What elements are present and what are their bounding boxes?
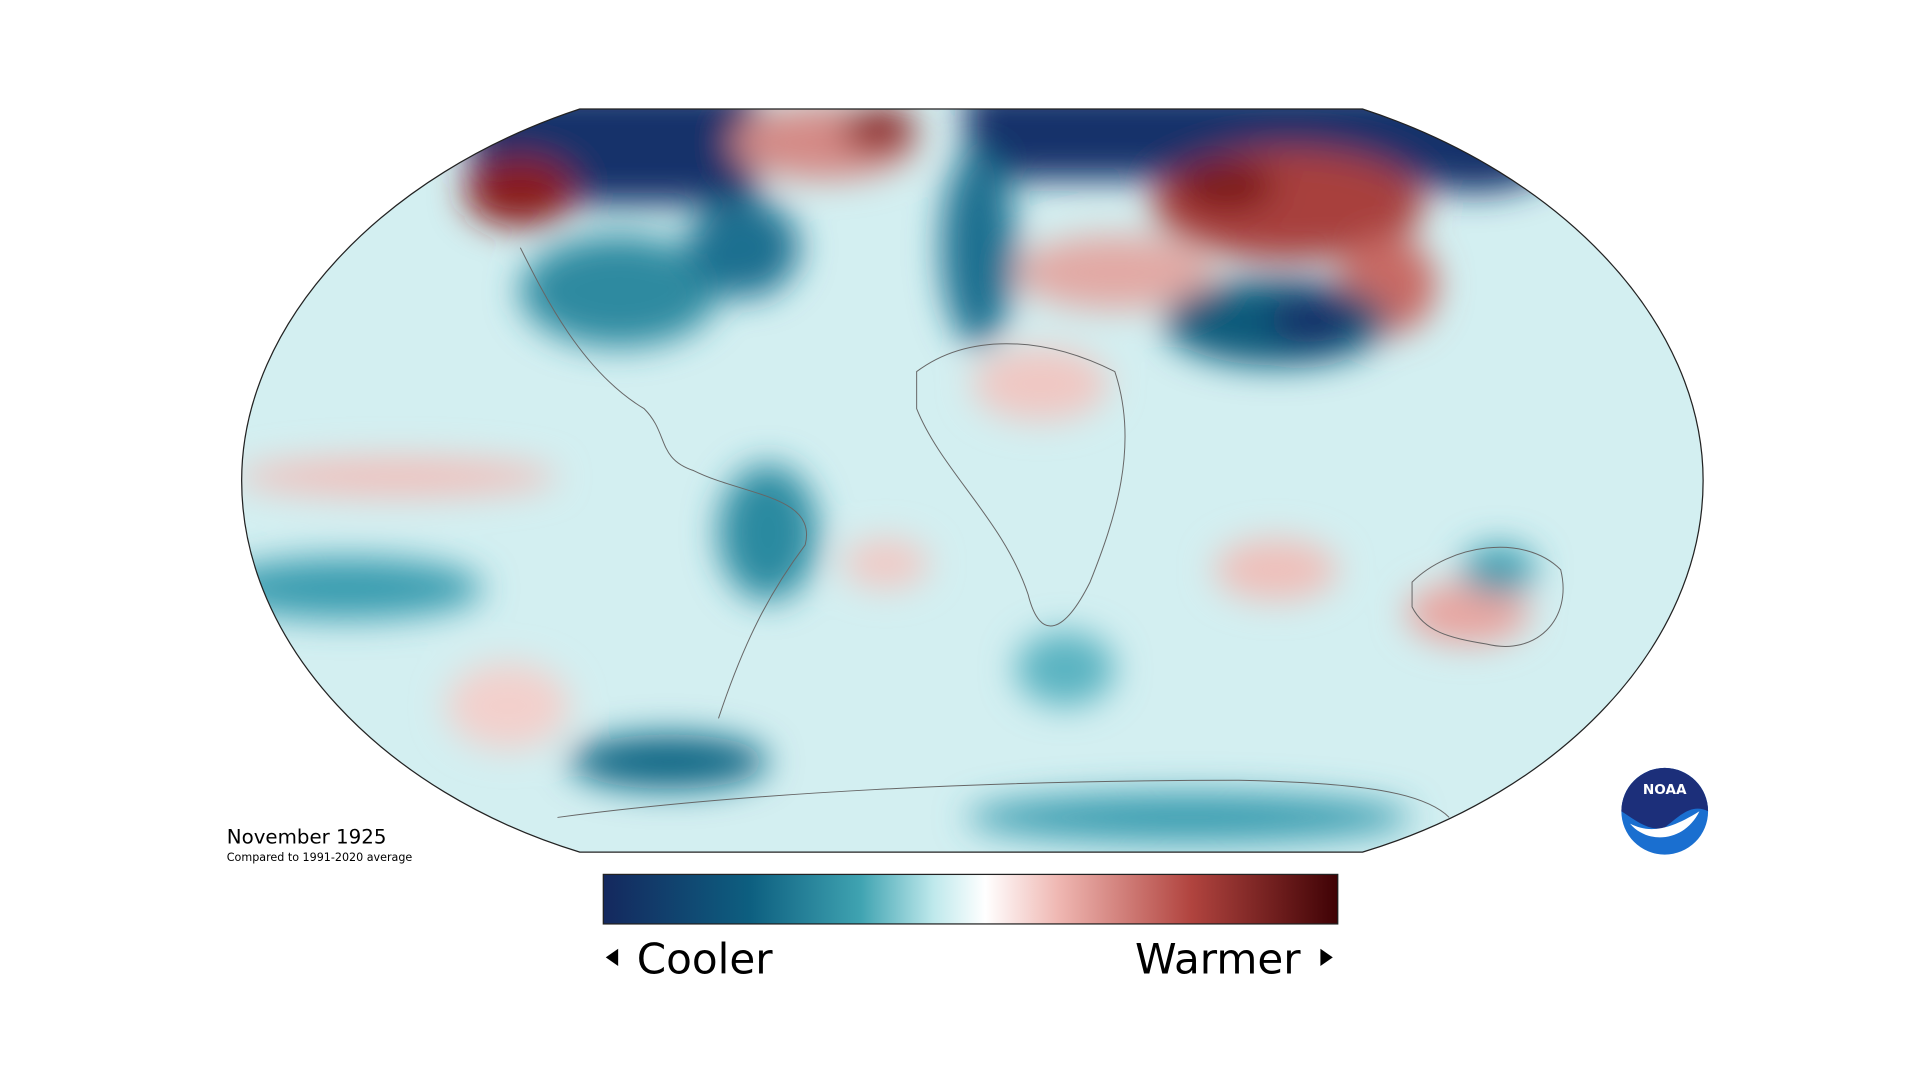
cold-blob: [687, 198, 799, 298]
warm-blob: [1405, 582, 1530, 645]
logo-top: [1621, 767, 1709, 829]
warm-blob: [1213, 538, 1338, 601]
warm-blob: [972, 346, 1109, 422]
cold-blob: [520, 235, 719, 347]
colorbar: [602, 873, 1339, 925]
cold-blob: [1374, 108, 1574, 192]
warmer-arrow: [1320, 948, 1333, 967]
legend-high: Warmer: [1135, 934, 1301, 983]
logo-bird: [1630, 811, 1700, 838]
map-title: November 1925: [227, 825, 387, 848]
coastline: [916, 343, 1126, 627]
warm-blob: [464, 157, 577, 227]
warm-blob: [842, 538, 930, 589]
coastline: [519, 247, 808, 719]
cold-blob: [718, 464, 818, 601]
cold-blob: [941, 148, 1016, 347]
coastlines: [519, 247, 1564, 818]
coastline: [1411, 546, 1564, 647]
anomaly-field: [241, 108, 1704, 853]
cold-blob: [569, 734, 769, 789]
logo-text: NOAA: [1643, 782, 1687, 798]
cold-blob: [1015, 631, 1115, 706]
noaa-logo: NOAA: [1621, 767, 1709, 855]
warm-blob: [241, 457, 558, 497]
anomaly-blobs: [241, 108, 1574, 843]
cold-blob: [1461, 544, 1536, 595]
coastline: [557, 779, 1450, 818]
warm-blob: [446, 662, 570, 750]
cold-blob: [1269, 292, 1357, 347]
cold-blob: [241, 557, 484, 620]
warm-blob: [842, 108, 917, 153]
map-outline: [241, 108, 1704, 853]
warm-blob: [1015, 235, 1214, 310]
legend-low: Cooler: [637, 934, 774, 983]
cold-blob: [966, 792, 1413, 843]
map-subtitle: Compared to 1991-2020 average: [227, 851, 413, 864]
cooler-arrow: [605, 948, 619, 967]
warm-blob: [1176, 161, 1276, 211]
